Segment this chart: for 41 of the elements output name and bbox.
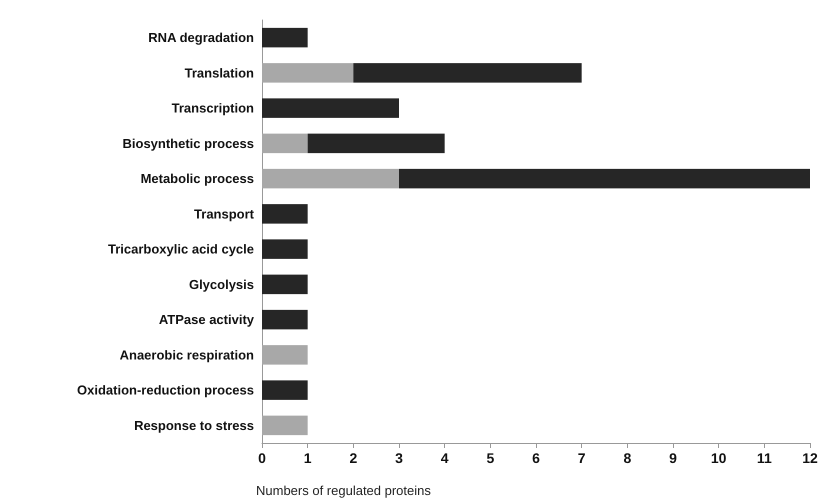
bar (262, 98, 399, 118)
y-tick-label: Oxidation-reduction process (77, 382, 254, 398)
x-tick-label: 1 (304, 450, 312, 466)
y-tick-label: Tricarboxylic acid cycle (108, 242, 254, 257)
x-tick-label: 4 (440, 450, 449, 466)
bar (308, 134, 445, 154)
x-tick-label: 12 (802, 450, 818, 466)
y-tick-label: Glycolysis (188, 276, 254, 292)
bar (262, 345, 308, 365)
bar (262, 204, 308, 224)
y-tick-label: ATPase activity (158, 312, 255, 328)
y-tick-label: Biosynthetic process (122, 136, 254, 151)
bar (262, 380, 308, 400)
bar (262, 63, 354, 83)
x-tick-label: 7 (578, 450, 586, 466)
bar (262, 168, 399, 188)
x-axis-title: Numbers of regulated proteins (256, 483, 432, 498)
x-tick-label: 11 (756, 450, 772, 466)
x-tick-label: 8 (623, 450, 632, 466)
y-tick-label: Transport (194, 206, 255, 222)
y-tick-label: Response to stress (134, 418, 254, 433)
x-tick-label: 3 (395, 450, 404, 466)
y-tick-label: RNA degradation (148, 30, 254, 46)
bar (262, 274, 308, 294)
bar (353, 63, 582, 83)
y-tick-label: Anaerobic respiration (120, 347, 254, 362)
bar (262, 134, 308, 154)
bar (262, 310, 308, 330)
x-tick-label: 9 (669, 450, 678, 466)
x-tick-label: 10 (710, 450, 727, 466)
x-tick-label: 5 (486, 450, 494, 466)
bar (262, 28, 308, 48)
bar (262, 239, 308, 259)
y-tick-label: Metabolic process (140, 171, 254, 186)
y-tick-label: Transcription (172, 100, 254, 116)
bar (262, 416, 308, 436)
x-tick-label: 0 (258, 450, 266, 466)
bar (399, 168, 810, 188)
y-tick-label: Translation (184, 65, 254, 80)
x-tick-label: 2 (349, 450, 358, 466)
x-tick-label: 6 (532, 450, 540, 466)
